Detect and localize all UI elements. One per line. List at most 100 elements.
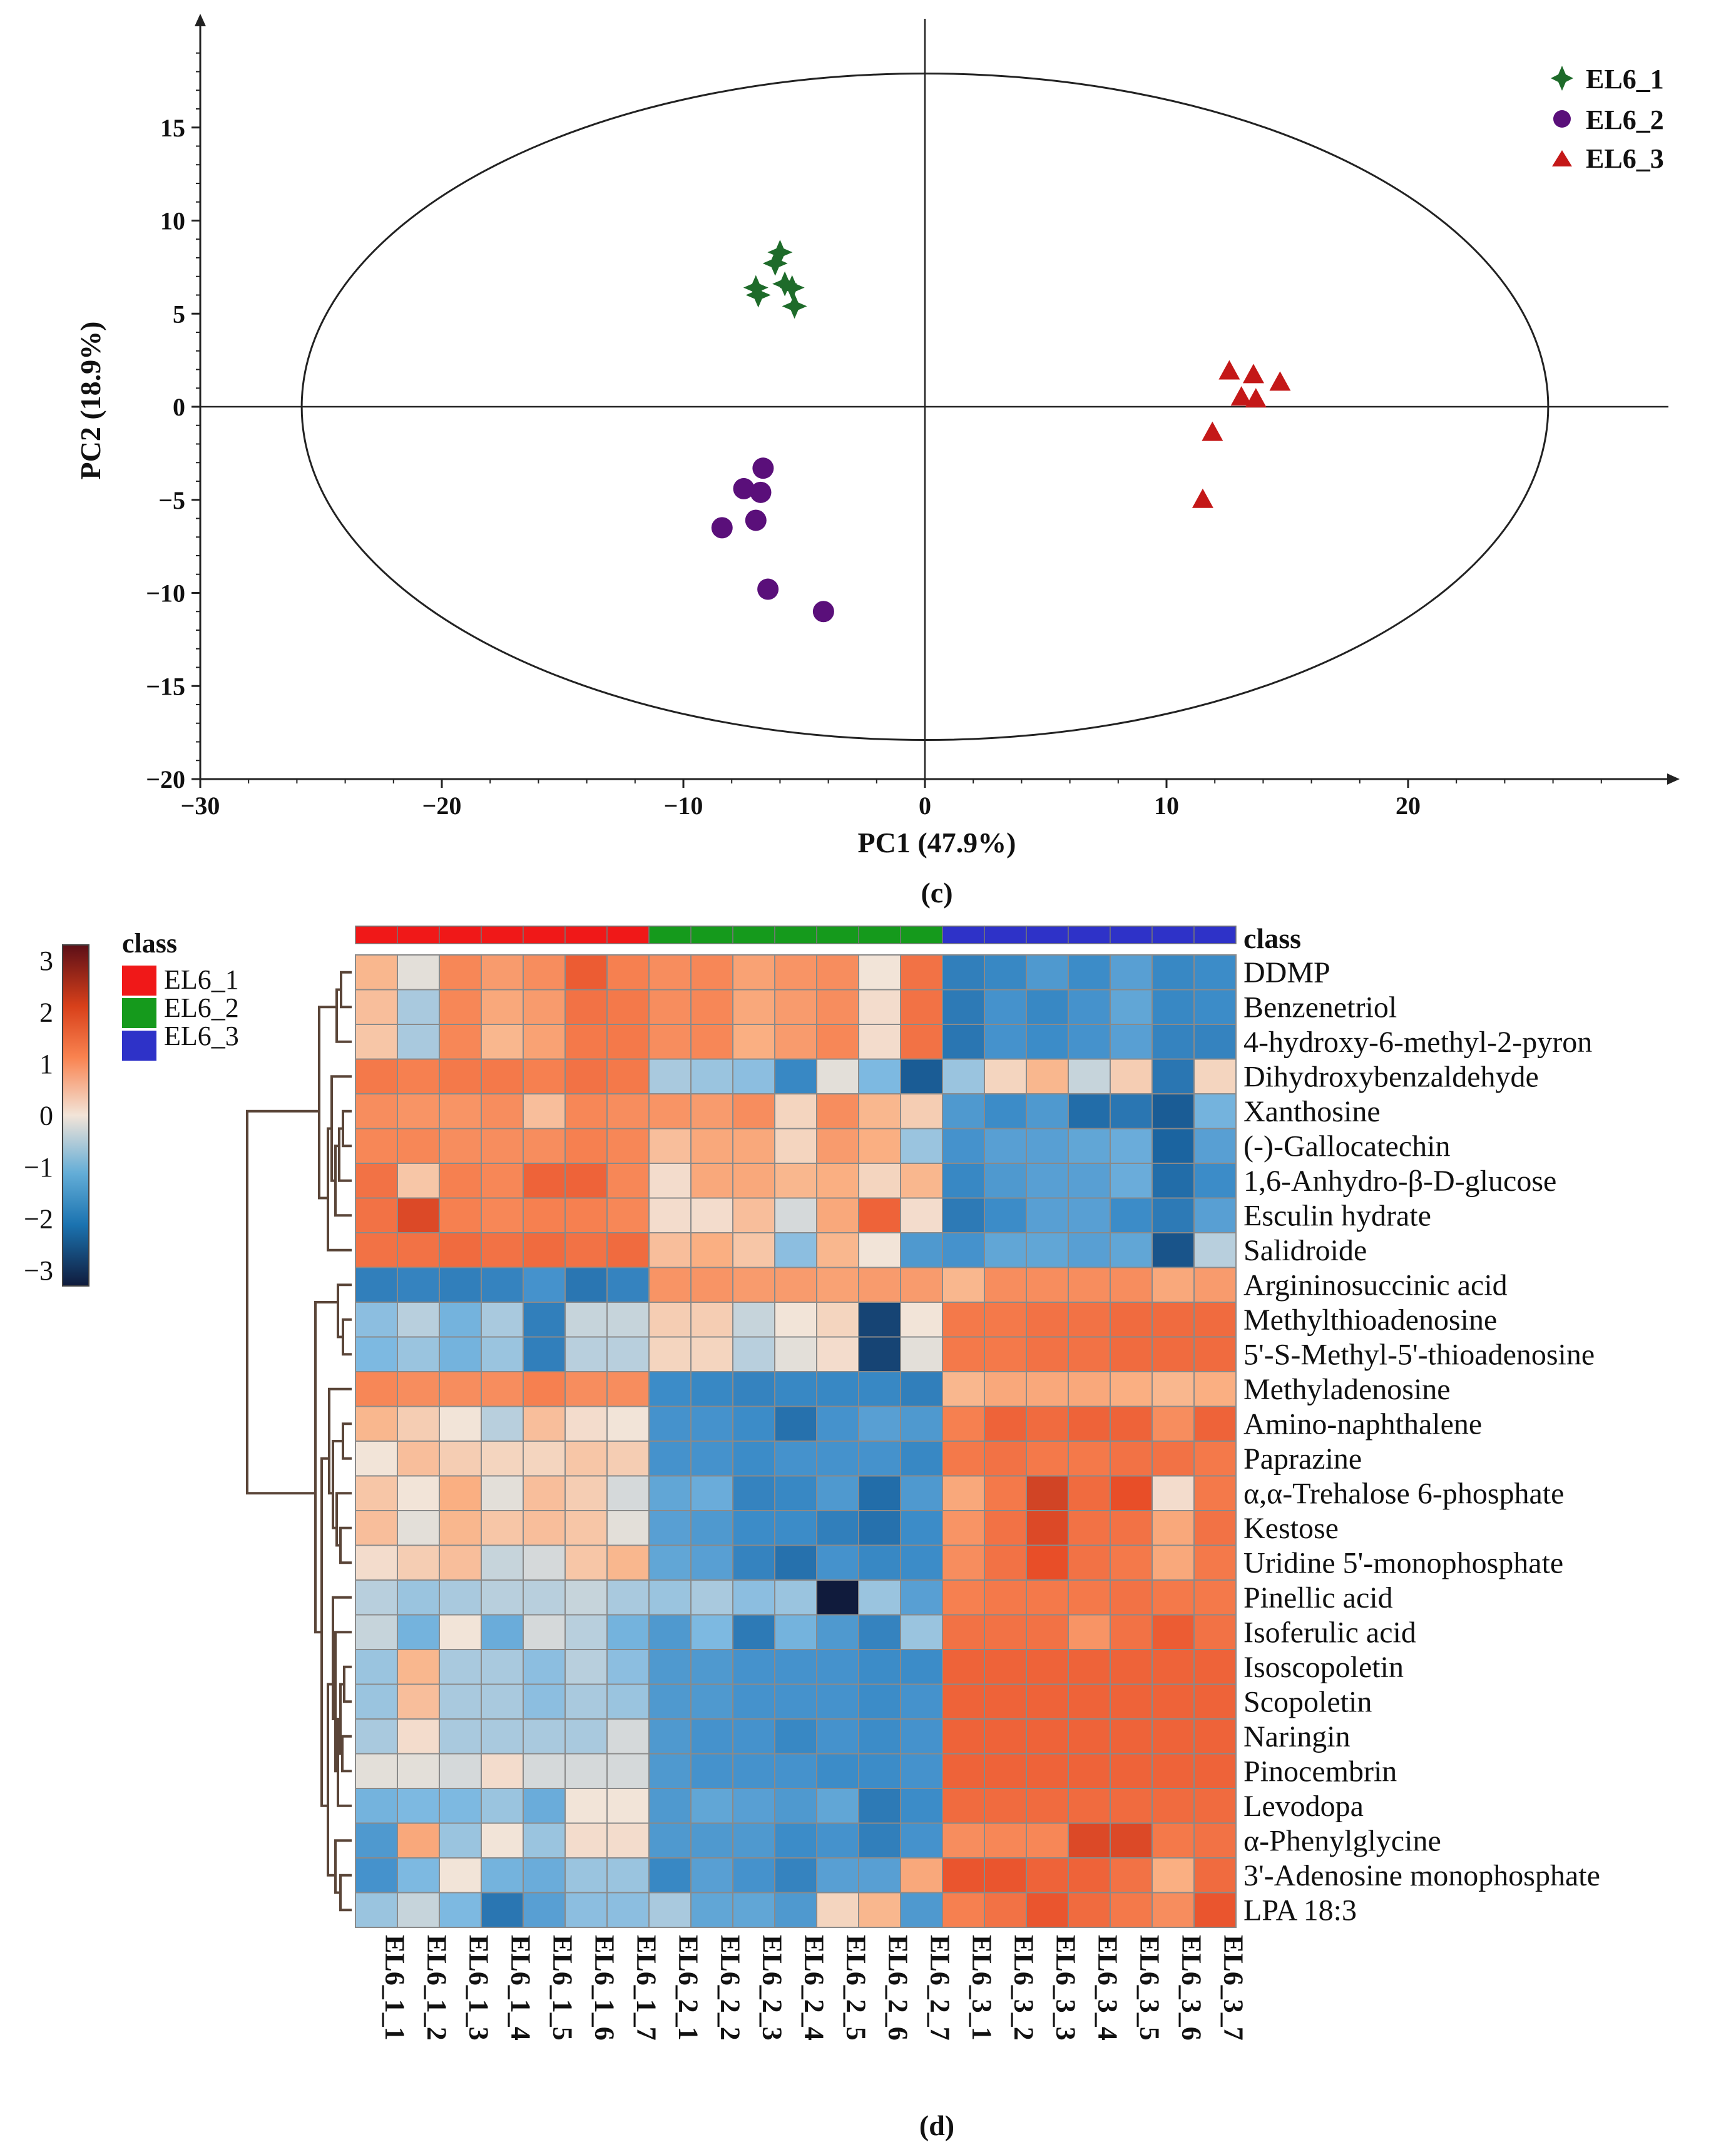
heatmap-cell xyxy=(648,1232,692,1268)
heatmap-cell xyxy=(439,1649,482,1685)
point-el6-2 xyxy=(757,578,779,600)
heatmap-cell xyxy=(355,1892,398,1928)
dendrogram-branch xyxy=(342,1109,352,1148)
heatmap-cell xyxy=(648,1683,692,1720)
heatmap-cell xyxy=(690,954,733,991)
heatmap-cell xyxy=(942,1475,985,1511)
heatmap-cell xyxy=(1151,1058,1195,1094)
column-label: EL6_2_1 xyxy=(673,1935,704,2041)
dendrogram-branch xyxy=(341,1735,352,1773)
dendrogram-branch xyxy=(314,1301,338,1634)
heatmap-cell xyxy=(732,1058,775,1094)
heatmap-cell xyxy=(481,1475,524,1511)
heatmap-cell xyxy=(1068,1128,1111,1164)
heatmap-cell xyxy=(690,1544,733,1581)
heatmap-cell xyxy=(732,1822,775,1859)
heatmap-cell xyxy=(481,1232,524,1268)
class-bar-cell xyxy=(690,926,733,944)
heatmap-cell xyxy=(564,1683,608,1720)
point-el6-2 xyxy=(750,481,772,503)
heatmap-cell xyxy=(1068,1024,1111,1060)
heatmap-cell xyxy=(648,1718,692,1755)
heatmap-cell xyxy=(690,1128,733,1164)
heatmap-cell xyxy=(732,1024,775,1060)
heatmap-cell xyxy=(942,1232,985,1268)
heatmap-cell xyxy=(1193,1371,1237,1407)
heatmap-cell xyxy=(1110,1753,1153,1789)
heatmap-cell xyxy=(439,1753,482,1789)
row-label: 1,6-Anhydro-β-D-glucose xyxy=(1243,1165,1556,1198)
heatmap-cell xyxy=(858,1753,901,1789)
heatmap-cell xyxy=(690,1197,733,1233)
heatmap-cell xyxy=(1110,1302,1153,1338)
column-label: EL6_2_2 xyxy=(715,1935,746,2041)
heatmap-cell xyxy=(564,1163,608,1199)
heatmap-cell xyxy=(1068,1405,1111,1442)
heatmap-cell xyxy=(397,1336,440,1372)
class-bar-cell xyxy=(397,926,440,944)
heatmap-cell xyxy=(816,1857,859,1894)
heatmap-cell xyxy=(1193,954,1237,991)
heatmap-cell xyxy=(942,1892,985,1928)
class-legend-title: class xyxy=(122,928,177,959)
heatmap-cell xyxy=(1110,1232,1153,1268)
dendrogram-branch xyxy=(318,1006,337,1200)
point-el6-3 xyxy=(1218,360,1240,380)
heatmap-cell xyxy=(1068,1058,1111,1094)
heatmap-cell xyxy=(523,1475,566,1511)
heatmap-cell xyxy=(439,1822,482,1859)
point-el6-3 xyxy=(1202,421,1223,441)
x-tick-label: −10 xyxy=(664,792,703,820)
heatmap-cell xyxy=(732,954,775,991)
heatmap-cell xyxy=(984,1475,1027,1511)
heatmap-cell xyxy=(1110,1371,1153,1407)
x-axis-arrow xyxy=(1667,773,1680,785)
heatmap-cell xyxy=(690,1718,733,1755)
colorbar-tick-label: 3 xyxy=(39,946,53,976)
heatmap-cell xyxy=(1026,1302,1069,1338)
heatmap-cell xyxy=(481,1683,524,1720)
heatmap-cell xyxy=(481,1649,524,1685)
heatmap-cell xyxy=(1068,1336,1111,1372)
heatmap-cell xyxy=(816,1753,859,1789)
heatmap-cell xyxy=(858,1093,901,1130)
heatmap-cell xyxy=(690,1683,733,1720)
colorbar-tick-label: −3 xyxy=(24,1255,53,1286)
row-label: 3'-Adenosine monophosphate xyxy=(1243,1859,1600,1892)
heatmap-cell xyxy=(523,1649,566,1685)
heatmap-cell xyxy=(439,1441,482,1477)
heatmap-cell xyxy=(690,1475,733,1511)
heatmap-cell xyxy=(816,1822,859,1859)
y-axis-arrow xyxy=(195,14,206,26)
heatmap-cell xyxy=(900,1197,943,1233)
heatmap-cell xyxy=(606,1024,650,1060)
heatmap-cell xyxy=(1193,1510,1237,1546)
heatmap-cell xyxy=(984,1302,1027,1338)
heatmap-cell xyxy=(942,1267,985,1303)
heatmap-cell xyxy=(732,1441,775,1477)
heatmap-cell xyxy=(732,1892,775,1928)
dendrogram-branch xyxy=(334,1631,352,1773)
heatmap-cell xyxy=(439,1579,482,1616)
heatmap-cell xyxy=(397,1371,440,1407)
heatmap-cell xyxy=(1193,1267,1237,1303)
heatmap-cell xyxy=(1110,1128,1153,1164)
heatmap-cell xyxy=(1151,1197,1195,1233)
heatmap-cell xyxy=(984,1579,1027,1616)
heatmap-cell xyxy=(1193,1197,1237,1233)
heatmap-cell xyxy=(732,1544,775,1581)
heatmap-cell xyxy=(397,1058,440,1094)
heatmap-cell xyxy=(648,1788,692,1824)
heatmap-cell xyxy=(774,1649,817,1685)
heatmap-cell xyxy=(1068,1649,1111,1685)
heatmap-cell xyxy=(481,1822,524,1859)
heatmap-cell xyxy=(481,954,524,991)
heatmap-cell xyxy=(858,1718,901,1755)
heatmap-cell xyxy=(1151,989,1195,1025)
heatmap-cell xyxy=(439,1302,482,1338)
heatmap-cell xyxy=(523,1405,566,1442)
heatmap-cell xyxy=(900,1371,943,1407)
heatmap-cell xyxy=(481,1892,524,1928)
heatmap-cell xyxy=(606,1336,650,1372)
